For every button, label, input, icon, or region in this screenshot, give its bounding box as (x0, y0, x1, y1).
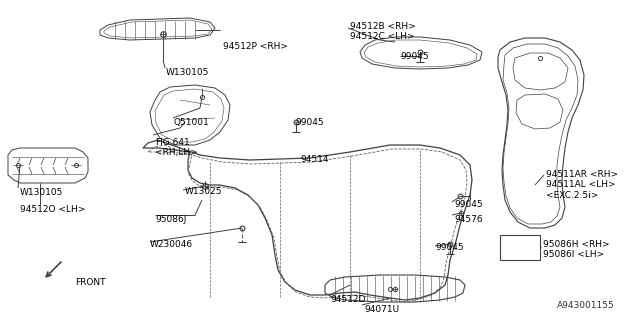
Text: 94514: 94514 (300, 155, 328, 164)
Text: 94576: 94576 (454, 215, 483, 224)
Text: 94511AR <RH>
94511AL <LH>
<EXC.2.5i>: 94511AR <RH> 94511AL <LH> <EXC.2.5i> (546, 170, 618, 200)
Text: 94071U: 94071U (364, 305, 399, 314)
Text: 95086J: 95086J (155, 215, 186, 224)
Text: 99045: 99045 (435, 243, 463, 252)
Text: 94512P <RH>: 94512P <RH> (223, 42, 288, 51)
Text: 94512B <RH>
94512C <LH>: 94512B <RH> 94512C <LH> (350, 22, 416, 41)
Text: 95086H <RH>
95086I <LH>: 95086H <RH> 95086I <LH> (543, 240, 610, 260)
Text: W130105: W130105 (20, 188, 63, 197)
Text: W13025: W13025 (185, 187, 223, 196)
Text: W130105: W130105 (166, 68, 209, 77)
Text: FRONT: FRONT (75, 278, 106, 287)
Text: 99045: 99045 (454, 200, 483, 209)
Text: A943001155: A943001155 (557, 301, 615, 310)
Text: 94512O <LH>: 94512O <LH> (20, 205, 85, 214)
Text: W230046: W230046 (150, 240, 193, 249)
Text: 94512D: 94512D (330, 295, 365, 304)
Text: 99045: 99045 (295, 118, 324, 127)
Text: Q51001: Q51001 (173, 118, 209, 127)
Text: FIG.641
<RH,LH>: FIG.641 <RH,LH> (155, 138, 198, 157)
Text: 99045: 99045 (400, 52, 429, 61)
